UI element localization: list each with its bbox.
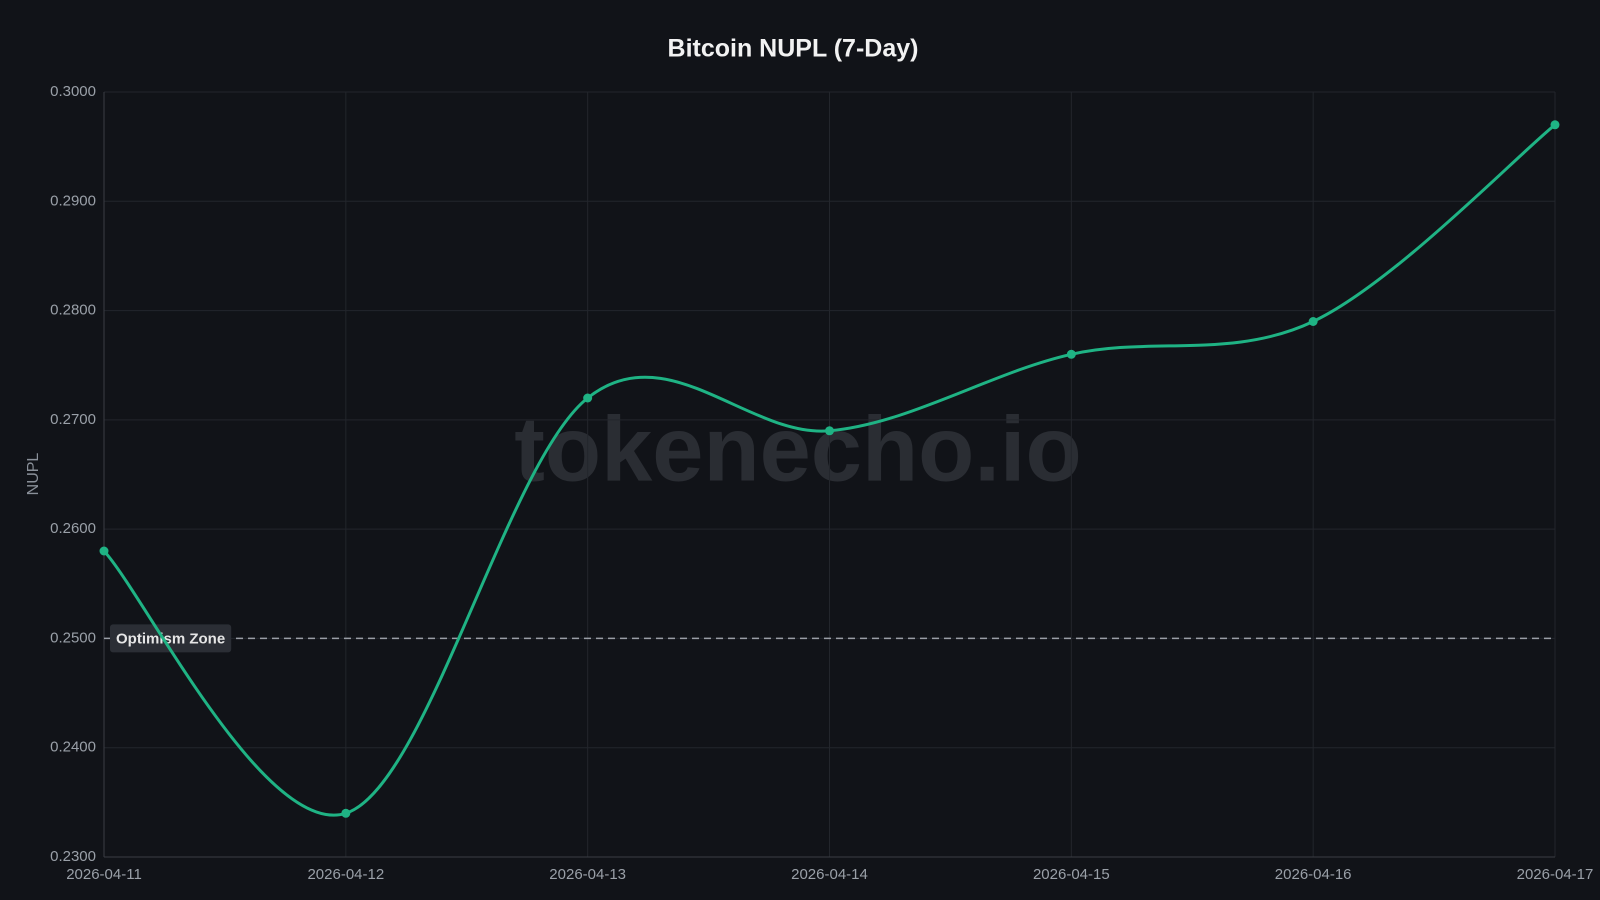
y-tick-label: 0.2900 [50, 192, 96, 209]
data-point [825, 426, 834, 436]
data-point [1308, 317, 1318, 326]
y-tick-label: 0.2700 [50, 411, 96, 428]
data-point [1550, 120, 1560, 130]
annotation-box [110, 624, 232, 653]
data-point [341, 808, 351, 818]
x-tick-label: 2026-04-14 [791, 866, 868, 883]
x-tick-label: 2026-04-11 [66, 866, 142, 883]
y-tick-label: 0.2400 [50, 739, 96, 756]
x-tick-label: 2026-04-17 [1517, 866, 1594, 883]
data-point [1066, 349, 1076, 359]
x-tick-label: 2026-04-12 [307, 866, 384, 883]
y-tick-label: 0.2800 [50, 302, 96, 319]
x-tick-label: 2026-04-15 [1033, 866, 1110, 883]
y-tick-label: 0.2600 [50, 520, 96, 537]
data-point [99, 546, 109, 556]
y-tick-label: 0.2300 [50, 848, 96, 865]
y-tick-label: 0.2500 [50, 629, 96, 646]
data-point [583, 393, 593, 403]
annotation-label: Optimism Zone [116, 630, 225, 647]
x-tick-label: 2026-04-13 [549, 866, 626, 883]
y-axis-label: NUPL [25, 453, 42, 496]
chart-title: Bitcoin NUPL (7-Day) [668, 35, 919, 63]
watermark: tokenecho.io [514, 398, 1081, 500]
x-tick-label: 2026-04-16 [1275, 866, 1352, 883]
y-tick-label: 0.3000 [50, 83, 96, 100]
